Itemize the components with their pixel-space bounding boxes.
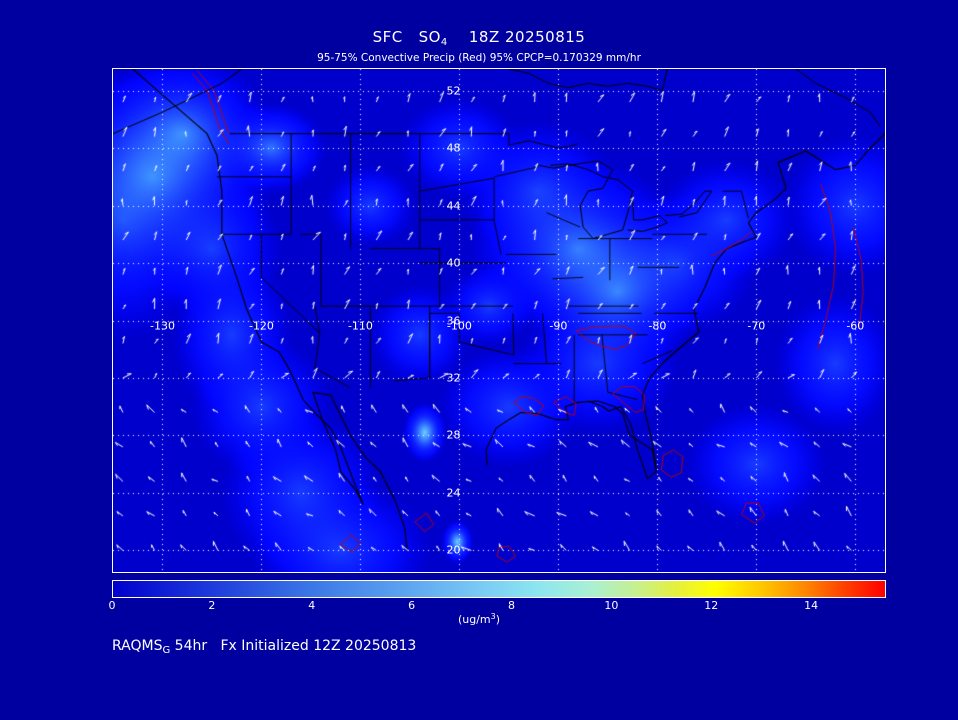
colorbar-tick: 12 [704, 599, 719, 612]
colorbar-tick: 6 [408, 599, 416, 612]
colorbar-units: (ug/m3) [457, 612, 501, 626]
subtitle: 95-75% Convective Precip (Red) 95% CPCP=… [317, 52, 641, 64]
map-canvas [113, 69, 885, 572]
colorbar-tick-labels: 0 2 4 6 8 10 12 14 [108, 599, 886, 613]
page-title: SFC SO4 18Z 20250815 [0, 28, 958, 48]
colorbar-tick: 0 [108, 599, 116, 612]
footer-model-subscript: G [162, 645, 171, 656]
colorbar-tick: 10 [604, 599, 619, 612]
colorbar-tick: 8 [507, 599, 515, 612]
title-valid-time: 18Z 20250815 [468, 28, 586, 46]
title-subscript: 4 [440, 37, 448, 48]
footer-model: RAQMS [112, 638, 163, 654]
colorbar-tick: 4 [308, 599, 316, 612]
colorbar [112, 580, 886, 598]
colorbar-tick: 2 [208, 599, 216, 612]
colorbar-tick: 14 [804, 599, 819, 612]
map-panel[interactable]: -130 -120 -110 -100 -90 -80 -70 -60 52 48 44 40 36 32… [112, 68, 886, 573]
footer-text: 54hr Fx Initialized 12Z 20250813 [170, 638, 417, 654]
title-species: SFC SO [372, 28, 441, 46]
footer-caption: RAQMSG 54hr Fx Initialized 12Z 20250813 [112, 638, 416, 656]
